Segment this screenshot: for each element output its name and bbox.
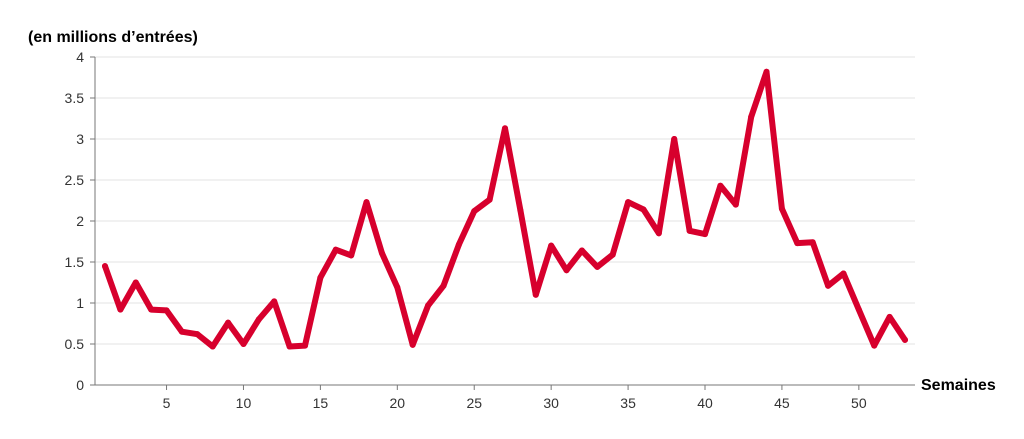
data-point (348, 252, 355, 259)
y-tick-label: 4 (76, 49, 84, 65)
data-point (455, 241, 462, 248)
data-point (332, 246, 339, 253)
data-point (548, 242, 555, 249)
data-point (855, 306, 862, 313)
data-point (625, 199, 632, 206)
data-point (178, 328, 185, 335)
y-tick-label: 0 (76, 377, 84, 393)
data-point (255, 316, 262, 323)
data-point (240, 341, 247, 347)
data-point (394, 284, 401, 291)
data-point (517, 207, 524, 214)
data-point (594, 263, 601, 270)
data-point (117, 306, 124, 313)
x-tick-label: 45 (774, 395, 790, 411)
x-tick-label: 10 (236, 395, 252, 411)
data-point (840, 270, 847, 277)
data-point (578, 247, 585, 254)
data-point (378, 249, 385, 256)
data-point (148, 306, 155, 313)
data-point (671, 136, 678, 142)
y-tick-label: 1.5 (65, 254, 85, 270)
data-point (409, 341, 416, 348)
x-tick-label: 25 (466, 395, 482, 411)
data-point (286, 343, 293, 350)
y-axis-ticks: 0 0.5 1 1.5 2 2.5 3 3.5 4 (65, 49, 95, 393)
y-tick-label: 1 (76, 295, 84, 311)
data-point (748, 113, 755, 120)
data-point (471, 208, 478, 215)
data-point (886, 313, 893, 320)
data-point (732, 201, 739, 208)
data-point (609, 251, 616, 258)
data-point (317, 274, 324, 281)
data-point (686, 227, 693, 234)
series-layer (102, 68, 908, 350)
data-point (809, 239, 816, 246)
data-point (702, 231, 708, 238)
data-point (102, 263, 108, 270)
x-axis-title: Semaines (921, 377, 996, 394)
series-line (102, 68, 908, 350)
data-point (778, 205, 785, 212)
data-point (271, 298, 278, 305)
data-point (225, 319, 232, 326)
data-point (655, 230, 662, 237)
y-tick-label: 2.5 (65, 172, 85, 188)
y-axis-title: (en millions d’entrées) (28, 29, 198, 46)
y-tick-label: 0.5 (65, 336, 85, 352)
x-tick-label: 30 (543, 395, 559, 411)
x-tick-label: 35 (620, 395, 636, 411)
data-point (425, 302, 432, 309)
data-point (132, 279, 139, 286)
grid-lines (95, 56, 915, 345)
data-point (209, 343, 216, 350)
x-tick-label: 20 (390, 395, 406, 411)
data-point (302, 342, 308, 349)
data-point (563, 267, 570, 274)
data-point (502, 125, 508, 132)
y-tick-label: 3 (76, 131, 84, 147)
y-tick-label: 2 (76, 213, 84, 229)
data-point (640, 206, 647, 213)
data-point (871, 342, 878, 349)
x-tick-label: 5 (163, 395, 171, 411)
data-point (825, 282, 832, 289)
y-tick-label: 3.5 (65, 90, 85, 106)
data-point (363, 199, 370, 206)
data-point (763, 68, 770, 75)
x-tick-label: 50 (851, 395, 867, 411)
x-tick-label: 40 (697, 395, 713, 411)
x-axis-ticks: 5 10 15 20 25 30 35 40 45 50 (163, 385, 867, 411)
x-tick-label: 15 (313, 395, 329, 411)
data-point (717, 182, 724, 189)
data-point (194, 331, 201, 338)
data-point (902, 336, 908, 343)
data-point (532, 291, 539, 298)
data-point (440, 282, 447, 289)
data-point (794, 240, 801, 247)
data-point (163, 307, 170, 314)
data-point (486, 196, 493, 203)
